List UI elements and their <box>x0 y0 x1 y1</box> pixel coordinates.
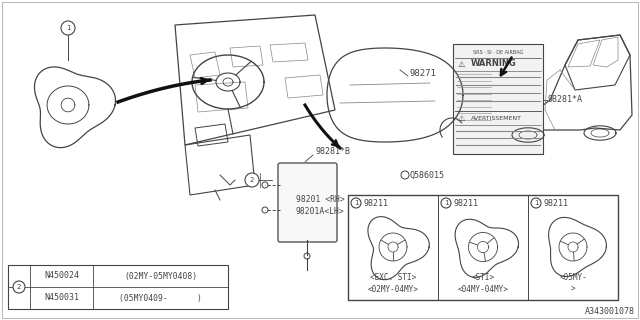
Text: Q586015: Q586015 <box>410 171 445 180</box>
Text: <STI>: <STI> <box>472 274 495 283</box>
Text: 98271: 98271 <box>410 68 437 77</box>
Text: (02MY-05MY0408): (02MY-05MY0408) <box>124 271 197 281</box>
Text: N450031: N450031 <box>44 293 79 302</box>
FancyBboxPatch shape <box>348 195 618 300</box>
Text: 2: 2 <box>17 284 21 290</box>
Text: AVERTISSEMENT: AVERTISSEMENT <box>471 116 522 121</box>
Text: <05MY-: <05MY- <box>559 274 587 283</box>
Text: 98211: 98211 <box>543 198 568 207</box>
Text: 98201A<LH>: 98201A<LH> <box>296 207 345 217</box>
Circle shape <box>61 21 75 35</box>
Text: >: > <box>571 284 575 293</box>
Text: <EXC. STI>: <EXC. STI> <box>370 274 416 283</box>
Text: A343001078: A343001078 <box>585 307 635 316</box>
Text: ⚠: ⚠ <box>457 60 465 68</box>
Circle shape <box>441 198 451 208</box>
Text: 1: 1 <box>354 200 358 206</box>
Text: (05MY0409-      ): (05MY0409- ) <box>119 293 202 302</box>
Text: 1: 1 <box>444 200 448 206</box>
Text: 98211: 98211 <box>453 198 478 207</box>
Text: N450024: N450024 <box>44 271 79 281</box>
Text: 98211: 98211 <box>363 198 388 207</box>
Text: WARNING: WARNING <box>471 60 516 68</box>
Circle shape <box>13 281 25 293</box>
Text: 1: 1 <box>66 25 70 31</box>
Circle shape <box>531 198 541 208</box>
Circle shape <box>351 198 361 208</box>
Text: 2: 2 <box>250 177 254 183</box>
Text: 98201 <RH>: 98201 <RH> <box>296 196 345 204</box>
Text: 98281*A: 98281*A <box>548 95 583 105</box>
Text: 1: 1 <box>534 200 538 206</box>
Text: SRS · SI · DE AIRBAG: SRS · SI · DE AIRBAG <box>473 50 523 54</box>
FancyBboxPatch shape <box>453 44 543 154</box>
Text: 98281*B: 98281*B <box>315 148 350 156</box>
Text: <02MY-04MY>: <02MY-04MY> <box>367 284 419 293</box>
Text: <04MY-04MY>: <04MY-04MY> <box>458 284 508 293</box>
Text: ⚠: ⚠ <box>457 114 465 123</box>
FancyBboxPatch shape <box>278 163 337 242</box>
Circle shape <box>245 173 259 187</box>
